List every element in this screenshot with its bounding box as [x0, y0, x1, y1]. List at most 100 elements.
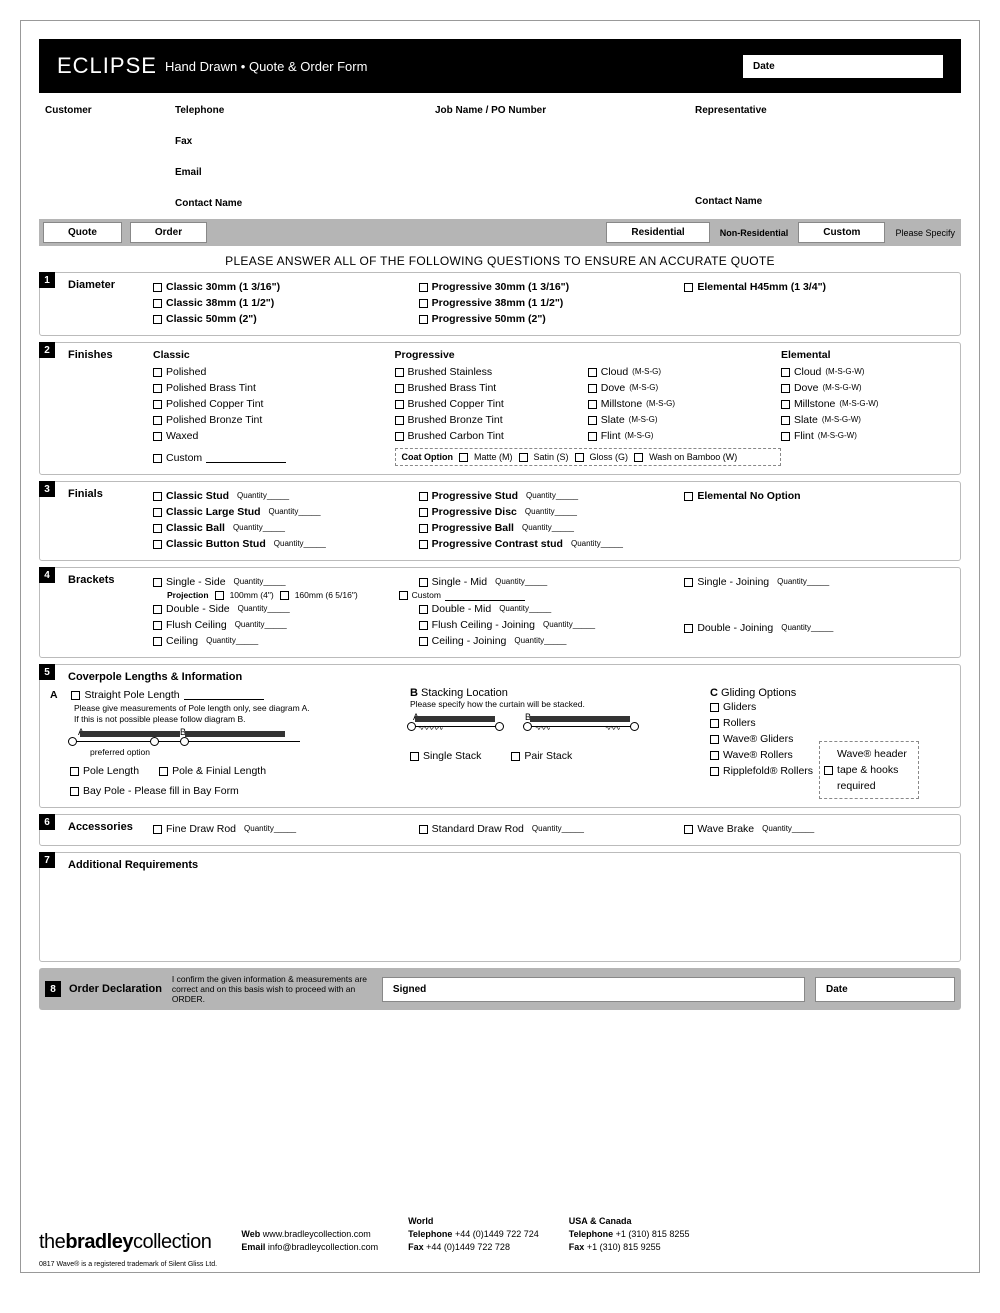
finish-opt[interactable]: Millstone (M-S-G) — [588, 396, 781, 412]
residential-chip[interactable]: Residential — [606, 222, 709, 243]
section-finishes: 2 Finishes Classic Polished Polished Bra… — [39, 342, 961, 475]
gliding-opt[interactable]: Wave® Gliders — [710, 731, 813, 747]
finish-opt[interactable]: Cloud (M-S-G) — [588, 364, 781, 380]
gliding-opt[interactable]: Rollers — [710, 715, 813, 731]
pole-note1: Please give measurements of Pole length … — [74, 703, 410, 714]
signed-field[interactable]: Signed — [382, 977, 805, 1002]
order-declaration-bar: 8 Order Declaration I confirm the given … — [39, 968, 961, 1010]
section-title-2: Finishes — [68, 349, 153, 466]
section-brackets: 4 Brackets Single - SideQuantity_____ Pr… — [39, 567, 961, 658]
bracket-opt[interactable]: Double - MidQuantity_____ — [419, 601, 685, 617]
diameter-opt[interactable]: Progressive 38mm (1 1/2") — [419, 295, 685, 311]
instruction-text: PLEASE ANSWER ALL OF THE FOLLOWING QUEST… — [39, 246, 961, 272]
section-title-3: Finials — [68, 488, 153, 552]
finish-opt[interactable]: Brushed Carbon Tint — [395, 428, 588, 444]
straight-pole-opt[interactable]: A Straight Pole Length — [50, 687, 410, 703]
finial-opt[interactable]: Classic BallQuantity_____ — [153, 520, 419, 536]
projection-row: Projection 100mm (4") 160mm (6 5/16") — [167, 590, 419, 601]
bracket-opt[interactable]: Ceiling - JoiningQuantity_____ — [419, 633, 685, 649]
custom-chip[interactable]: Custom — [798, 222, 885, 243]
coat-checkbox[interactable] — [519, 453, 528, 462]
bracket-opt[interactable]: Flush CeilingQuantity_____ — [153, 617, 419, 633]
finish-opt[interactable]: Dove (M-S-G-W) — [781, 380, 950, 396]
coat-checkbox[interactable] — [575, 453, 584, 462]
bracket-opt[interactable]: Double - SideQuantity_____ — [153, 601, 419, 617]
section-title-5: Coverpole Lengths & Information — [68, 671, 242, 683]
date-field[interactable]: Date — [743, 55, 943, 78]
pair-stack-opt[interactable]: Pair Stack — [511, 748, 572, 764]
finish-opt[interactable]: Brushed Copper Tint — [395, 396, 588, 412]
coat-checkbox[interactable] — [634, 453, 643, 462]
section-num-6: 6 — [39, 814, 55, 830]
finish-opt[interactable]: Millstone (M-S-G-W) — [781, 396, 950, 412]
accessory-opt[interactable]: Fine Draw RodQuantity_____ — [153, 821, 419, 837]
quote-chip[interactable]: Quote — [43, 222, 122, 243]
finish-opt[interactable]: Flint (M-S-G-W) — [781, 428, 950, 444]
type-selection-bar: Quote Order Residential Non-Residential … — [39, 219, 961, 246]
finish-opt[interactable]: Brushed Bronze Tint — [395, 412, 588, 428]
order-chip[interactable]: Order — [130, 222, 207, 243]
diameter-opt[interactable]: Classic 50mm (2") — [153, 311, 419, 327]
accessory-opt[interactable]: Wave BrakeQuantity_____ — [684, 821, 950, 837]
gliding-opt[interactable]: Ripplefold® Rollers — [710, 763, 813, 779]
single-stack-opt[interactable]: Single Stack — [410, 748, 481, 764]
bay-pole-opt[interactable]: Bay Pole - Please fill in Bay Form — [70, 783, 410, 799]
representative-label: Representative — [695, 105, 955, 116]
finish-opt[interactable]: Polished Bronze Tint — [153, 412, 395, 428]
accessory-opt[interactable]: Standard Draw RodQuantity_____ — [419, 821, 685, 837]
stacking-note: Please specify how the curtain will be s… — [410, 699, 710, 710]
email-label: Email — [175, 167, 435, 178]
finish-opt[interactable]: Dove (M-S-G) — [588, 380, 781, 396]
finish-opt[interactable]: Flint (M-S-G) — [588, 428, 781, 444]
finish-opt[interactable]: Brushed Stainless — [395, 364, 588, 380]
finial-opt[interactable]: Progressive Contrast studQuantity_____ — [419, 536, 685, 552]
finish-opt[interactable]: Polished Copper Tint — [153, 396, 395, 412]
pole-finial-opt[interactable]: Pole & Finial Length — [159, 763, 266, 779]
contact-name-label: Contact Name — [175, 198, 435, 209]
diameter-opt[interactable]: Elemental H45mm (1 3/4") — [684, 279, 950, 295]
pole-length-opt[interactable]: Pole Length — [70, 763, 139, 779]
bracket-opt[interactable]: Single - MidQuantity_____ — [419, 574, 685, 590]
finial-opt[interactable]: Elemental No Option — [684, 488, 950, 504]
finial-opt[interactable]: Progressive BallQuantity_____ — [419, 520, 685, 536]
finish-opt[interactable]: Polished Brass Tint — [153, 380, 395, 396]
finial-opt[interactable]: Progressive StudQuantity_____ — [419, 488, 685, 504]
progressive-header: Progressive — [395, 349, 588, 361]
finish-opt[interactable]: Cloud (M-S-G-W) — [781, 364, 950, 380]
diameter-opt[interactable]: Classic 38mm (1 1/2") — [153, 295, 419, 311]
bracket-opt[interactable]: Single - SideQuantity_____ — [153, 574, 419, 590]
bracket-opt[interactable]: Single - JoiningQuantity_____ — [684, 574, 950, 590]
form-subtitle: Hand Drawn • Quote & Order Form — [165, 59, 368, 74]
diameter-opt[interactable]: Progressive 30mm (1 3/16") — [419, 279, 685, 295]
wave-header-note: Wave® header tape & hooks required — [819, 741, 919, 799]
logo: thebradleycollection — [39, 1231, 211, 1254]
contact-name2-label: Contact Name — [695, 196, 955, 207]
finish-custom[interactable]: Custom — [153, 450, 395, 466]
finial-opt[interactable]: Classic Large StudQuantity_____ — [153, 504, 419, 520]
customer-label: Customer — [45, 105, 175, 116]
telephone-label: Telephone — [175, 105, 435, 116]
form-title: ECLIPSE — [57, 53, 157, 79]
finial-opt[interactable]: Progressive DiscQuantity_____ — [419, 504, 685, 520]
diameter-opt[interactable]: Classic 30mm (1 3/16") — [153, 279, 419, 295]
finish-opt[interactable]: Brushed Brass Tint — [395, 380, 588, 396]
non-residential-label: Non-Residential — [720, 228, 789, 238]
gliding-opt[interactable]: Wave® Rollers — [710, 747, 813, 763]
coat-checkbox[interactable] — [459, 453, 468, 462]
bracket-opt[interactable]: Double - JoiningQuantity_____ — [684, 620, 950, 636]
section-finials: 3 Finials Classic StudQuantity_____ Clas… — [39, 481, 961, 561]
fax-label: Fax — [175, 136, 435, 147]
bracket-custom[interactable]: Custom — [399, 590, 685, 601]
finish-opt[interactable]: Polished — [153, 364, 395, 380]
declaration-text: I confirm the given information & measur… — [172, 974, 372, 1004]
finial-opt[interactable]: Classic Button StudQuantity_____ — [153, 536, 419, 552]
finish-opt[interactable]: Waxed — [153, 428, 395, 444]
bracket-opt[interactable]: Flush Ceiling - JoiningQuantity_____ — [419, 617, 685, 633]
gliding-opt[interactable]: Gliders — [710, 699, 813, 715]
finish-opt[interactable]: Slate (M-S-G) — [588, 412, 781, 428]
date-signed-field[interactable]: Date — [815, 977, 955, 1002]
bracket-opt[interactable]: CeilingQuantity_____ — [153, 633, 419, 649]
finial-opt[interactable]: Classic StudQuantity_____ — [153, 488, 419, 504]
diameter-opt[interactable]: Progressive 50mm (2") — [419, 311, 685, 327]
finish-opt[interactable]: Slate (M-S-G-W) — [781, 412, 950, 428]
